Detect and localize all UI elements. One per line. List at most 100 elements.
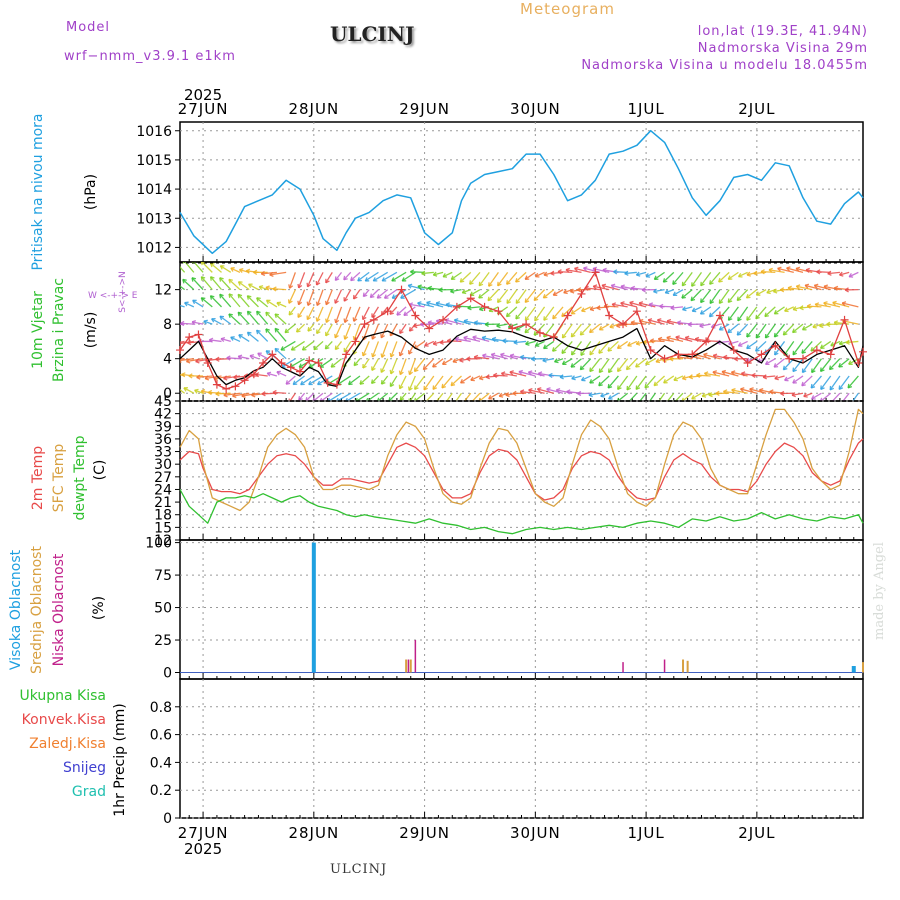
wind-arrowhead <box>559 374 564 380</box>
wind-arrow <box>442 358 453 365</box>
wind-arrowhead <box>838 362 843 368</box>
pressure-label: Pritisak na nivou mora <box>30 113 46 270</box>
wind-arrowhead <box>530 356 536 362</box>
wind-arrowhead <box>645 360 650 365</box>
wind-arrowhead <box>353 361 359 367</box>
wind-arrowhead <box>245 268 251 274</box>
wind-gust-marker <box>277 359 286 368</box>
wind-arrow <box>414 340 425 349</box>
wind-arrowhead <box>256 310 261 316</box>
wind-arrow <box>774 375 785 380</box>
temperature-ytick-label: 33 <box>154 445 172 461</box>
wind-arrow <box>478 392 490 401</box>
wind-arrow <box>766 289 776 294</box>
wind-arrow <box>703 353 721 360</box>
wind-arrow <box>543 289 555 299</box>
wind-arrow <box>820 340 832 349</box>
wind-arrow <box>663 375 675 384</box>
wind-arrowhead <box>635 385 641 390</box>
wind-arrowhead <box>653 275 659 281</box>
wind-arrowhead <box>285 380 291 385</box>
wind-arrowhead <box>524 298 530 304</box>
wind-arrow <box>501 372 517 377</box>
wind-arrow <box>400 289 416 299</box>
wind-arrow <box>180 304 185 308</box>
wind-arrowhead <box>407 283 413 289</box>
wind-arrow <box>579 358 592 371</box>
cloud-mid-bar <box>862 662 864 673</box>
wind-arrowhead <box>191 277 197 282</box>
station-title: ULCINJ <box>330 22 415 46</box>
wind-arrowhead <box>768 267 773 273</box>
wind-arrowhead <box>408 370 414 376</box>
wind-arrow <box>774 341 786 356</box>
wind-arrowhead <box>459 357 464 363</box>
wind-arrow <box>543 340 555 350</box>
wind-arrow <box>827 271 840 275</box>
wind-arrow <box>608 358 619 373</box>
wind-arrowhead <box>533 296 539 302</box>
wind-arrow <box>330 358 342 368</box>
wind-arrowhead <box>766 289 771 295</box>
temp-unit: (C) <box>92 460 108 481</box>
wind-arrow <box>496 323 508 327</box>
wind-arrowhead <box>602 267 607 273</box>
wind-arrowhead <box>718 277 723 283</box>
wind-arrow <box>424 340 435 347</box>
top-date-label: 29JUN <box>399 100 450 118</box>
wind-arrowhead <box>290 346 296 351</box>
wind-arrow <box>811 392 822 400</box>
wind-arrow <box>509 371 527 377</box>
wind-arrowhead <box>506 299 512 304</box>
wind-arrowhead <box>255 329 261 335</box>
wind-arrowhead <box>488 282 493 287</box>
wind-arrowhead <box>782 365 788 371</box>
wind-arrow <box>593 285 610 291</box>
wind-arrowhead <box>443 403 447 407</box>
wind-arrow <box>639 320 656 325</box>
wind-arrow <box>298 272 306 289</box>
wind-arrowhead <box>762 374 767 380</box>
wind-arrow <box>584 287 601 291</box>
wind-arrow <box>316 289 324 306</box>
bottom-date-label: 29JUN <box>399 824 450 842</box>
wind-arrowhead <box>570 350 576 356</box>
wind-arrowhead <box>630 285 636 291</box>
wind-arrow <box>470 375 481 381</box>
wind-arrowhead <box>580 351 585 356</box>
wind-arrowhead <box>506 280 511 285</box>
elevation-text: Nadmorska Visina 29m <box>697 41 868 56</box>
top-date-label: 28JUN <box>288 100 339 118</box>
wind-arrowhead <box>608 395 613 400</box>
wind-gust-marker <box>222 384 231 393</box>
wind-arrowhead <box>666 335 671 341</box>
wind-arrowhead <box>180 320 185 327</box>
wind-arrow <box>210 262 222 273</box>
wind-arrow <box>305 392 315 401</box>
wind-arrowhead <box>635 340 641 346</box>
wind-arrowhead <box>799 305 804 311</box>
cloud-mid-bar <box>409 659 412 673</box>
wind-arrow <box>408 284 425 291</box>
bottom-date-label: 2JUL <box>738 824 775 842</box>
wind-arrow <box>570 358 582 368</box>
wind-arrow <box>753 271 767 275</box>
wind-arrowhead <box>175 303 179 307</box>
wind-arrow <box>359 375 370 385</box>
wind-arrowhead <box>687 321 693 327</box>
wind-arrow <box>414 358 426 372</box>
wind-arrowhead <box>491 336 497 342</box>
wind-arrow <box>535 271 545 278</box>
wind-arrowhead <box>832 300 837 306</box>
wind-arrowhead <box>718 299 724 304</box>
wind-arrowhead <box>498 392 504 398</box>
wind-arrowhead <box>369 293 375 299</box>
wind-arrowhead <box>625 365 631 371</box>
wind-gust-marker <box>859 347 867 356</box>
wind-arrowhead <box>355 397 358 401</box>
pressure-ytick-label: 1015 <box>136 153 172 169</box>
wind-gust-marker <box>743 359 752 368</box>
wind-arrow <box>381 271 398 282</box>
wind-arrow <box>343 289 352 302</box>
